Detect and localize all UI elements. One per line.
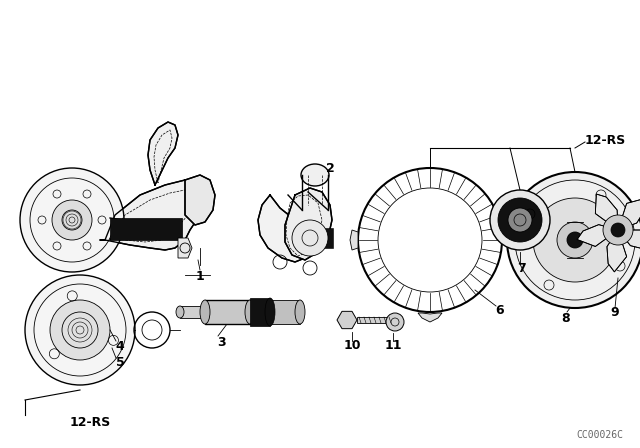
Text: 12-RS: 12-RS (69, 415, 111, 428)
Polygon shape (100, 180, 205, 250)
Circle shape (386, 313, 404, 331)
Ellipse shape (245, 300, 255, 324)
Text: 7: 7 (518, 262, 526, 275)
Circle shape (507, 172, 640, 308)
Circle shape (20, 168, 124, 272)
Polygon shape (618, 198, 640, 230)
Text: CC00026C: CC00026C (577, 430, 623, 440)
Circle shape (557, 222, 593, 258)
Bar (295, 228, 333, 248)
Polygon shape (258, 195, 308, 262)
Polygon shape (595, 194, 618, 230)
Bar (270, 300, 300, 324)
Ellipse shape (295, 300, 305, 324)
Text: 11: 11 (384, 339, 402, 352)
Polygon shape (607, 230, 627, 272)
Bar (250, 298, 270, 326)
Polygon shape (337, 311, 357, 329)
Circle shape (508, 208, 532, 232)
Circle shape (52, 200, 92, 240)
Text: 2: 2 (326, 161, 334, 175)
Circle shape (25, 275, 135, 385)
Polygon shape (148, 122, 178, 185)
Circle shape (603, 215, 633, 245)
Bar (110, 218, 182, 240)
Polygon shape (618, 230, 640, 250)
Text: 12-RS: 12-RS (585, 134, 627, 146)
Polygon shape (185, 175, 215, 225)
Text: 8: 8 (562, 311, 570, 324)
Bar (180, 306, 205, 318)
Ellipse shape (200, 300, 210, 324)
Polygon shape (285, 188, 332, 260)
Ellipse shape (301, 164, 329, 186)
Polygon shape (418, 313, 442, 322)
Ellipse shape (265, 298, 275, 326)
Ellipse shape (176, 306, 184, 318)
Circle shape (611, 223, 625, 237)
Circle shape (498, 198, 542, 242)
Bar (357, 317, 392, 323)
Text: 6: 6 (496, 303, 504, 316)
Circle shape (567, 232, 583, 248)
Text: 10: 10 (343, 339, 361, 352)
Polygon shape (350, 230, 358, 250)
Text: 9: 9 (611, 306, 620, 319)
Bar (205, 300, 250, 324)
Text: 3: 3 (218, 336, 227, 349)
Text: 5: 5 (116, 356, 124, 369)
Circle shape (292, 220, 328, 256)
Circle shape (50, 300, 110, 360)
Text: 1: 1 (196, 270, 204, 283)
Polygon shape (178, 238, 192, 258)
Polygon shape (577, 224, 618, 246)
Text: 4: 4 (116, 340, 124, 353)
Circle shape (533, 198, 617, 282)
Circle shape (490, 190, 550, 250)
